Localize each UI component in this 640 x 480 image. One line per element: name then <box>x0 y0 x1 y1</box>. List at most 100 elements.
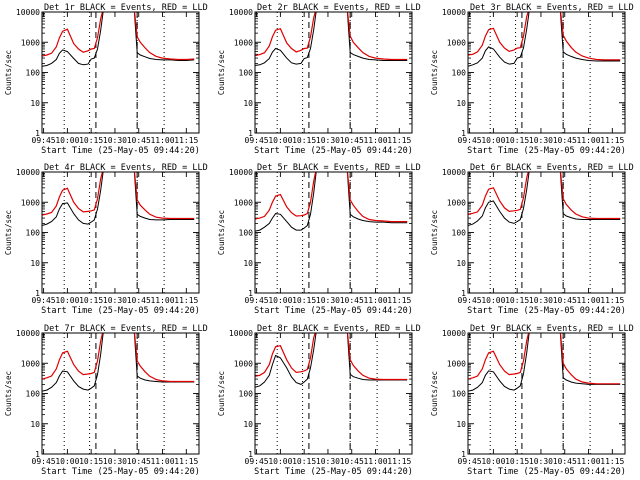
x-tick-label: 10:45 <box>553 136 577 145</box>
x-tick-label: 11:15 <box>387 457 411 466</box>
lld-series-line <box>255 333 408 381</box>
x-tick-label: 10:45 <box>127 136 151 145</box>
events-series-line <box>255 172 408 232</box>
y-tick-label: 1000 <box>21 198 40 207</box>
x-axis-label: Start Time (25-May-05 09:44:20) <box>254 306 413 316</box>
x-tick-label: 11:00 <box>150 457 174 466</box>
y-axis-label: Counts/sec <box>217 50 226 95</box>
x-tick-label: 10:45 <box>340 457 364 466</box>
x-tick-label: 11:15 <box>174 457 198 466</box>
x-tick-label: 10:15 <box>292 296 316 305</box>
plot-frame <box>254 332 413 455</box>
x-tick-label: 10:30 <box>529 296 553 305</box>
plot-frame <box>41 11 200 134</box>
x-tick-label: 10:30 <box>529 457 553 466</box>
panel-title: Det 3r BLACK = Events, RED = LLD <box>470 3 634 13</box>
x-tick-label: 10:45 <box>340 296 364 305</box>
x-axis-label: Start Time (25-May-05 09:44:20) <box>41 146 200 156</box>
y-tick-label: 100 <box>239 390 254 399</box>
x-tick-label: 10:15 <box>79 296 103 305</box>
plot-frame <box>254 11 413 134</box>
y-tick-label: 100 <box>452 390 467 399</box>
y-tick-label: 1000 <box>234 198 253 207</box>
x-tick-label: 10:00 <box>55 136 79 145</box>
x-tick-label: 11:00 <box>363 457 387 466</box>
y-tick-label: 1000 <box>234 38 253 47</box>
y-tick-label: 10000 <box>16 8 40 17</box>
y-tick-label: 1 <box>461 450 466 459</box>
lld-series-line <box>468 333 621 385</box>
plot-frame <box>467 171 626 294</box>
y-tick-label: 1 <box>35 450 40 459</box>
detector-panel: Det 6r BLACK = Events, RED = LLD 1 10 100 10… <box>430 163 634 316</box>
x-tick-label: 10:15 <box>505 457 529 466</box>
detector-panel: Det 7r BLACK = Events, RED = LLD 1 10 100 10… <box>4 324 208 477</box>
x-tick-label: 11:00 <box>363 296 387 305</box>
events-series-line <box>468 172 621 226</box>
plot-frame <box>41 332 200 455</box>
x-tick-label: 10:30 <box>103 296 127 305</box>
x-tick-label: 09:45 <box>32 136 56 145</box>
events-series-line <box>468 12 621 67</box>
detector-panel: Det 4r BLACK = Events, RED = LLD 1 10 100 10… <box>4 163 208 316</box>
x-tick-label: 10:00 <box>268 296 292 305</box>
x-tick-label: 09:45 <box>245 136 269 145</box>
x-tick-label: 10:45 <box>553 457 577 466</box>
detector-panel: Det 2r BLACK = Events, RED = LLD 1 10 100 10… <box>217 3 421 156</box>
events-series-line <box>468 333 621 392</box>
y-tick-label: 10 <box>456 420 466 429</box>
y-tick-label: 1000 <box>234 359 253 368</box>
plot-frame <box>254 171 413 294</box>
y-tick-label: 10 <box>30 99 40 108</box>
x-tick-label: 10:45 <box>340 136 364 145</box>
x-tick-label: 10:00 <box>268 457 292 466</box>
x-tick-label: 10:45 <box>127 296 151 305</box>
y-tick-label: 10000 <box>229 168 253 177</box>
y-tick-label: 1 <box>248 289 253 298</box>
x-tick-label: 10:00 <box>481 457 505 466</box>
x-tick-label: 11:00 <box>576 457 600 466</box>
x-tick-label: 11:00 <box>150 296 174 305</box>
x-tick-label: 09:45 <box>32 457 56 466</box>
y-tick-label: 10 <box>243 420 253 429</box>
x-tick-label: 11:00 <box>576 296 600 305</box>
panel-title: Det 5r BLACK = Events, RED = LLD <box>257 163 421 173</box>
events-series-line <box>255 333 408 388</box>
x-tick-label: 10:00 <box>481 296 505 305</box>
y-tick-label: 10 <box>30 420 40 429</box>
y-tick-label: 100 <box>239 229 254 238</box>
y-axis-label: Counts/sec <box>4 371 13 416</box>
events-series-line <box>42 12 195 67</box>
y-axis-label: Counts/sec <box>217 210 226 255</box>
x-tick-label: 10:30 <box>103 457 127 466</box>
y-axis-label: Counts/sec <box>430 50 439 95</box>
y-tick-label: 10 <box>30 259 40 268</box>
lld-series-line <box>42 12 195 61</box>
x-tick-label: 10:30 <box>316 457 340 466</box>
x-tick-label: 10:30 <box>316 296 340 305</box>
lld-series-line <box>255 12 408 61</box>
x-tick-label: 11:15 <box>174 136 198 145</box>
x-tick-label: 10:45 <box>127 457 151 466</box>
y-tick-label: 1 <box>461 129 466 138</box>
x-tick-label: 11:00 <box>363 136 387 145</box>
x-tick-label: 11:15 <box>600 457 624 466</box>
y-tick-label: 10 <box>243 259 253 268</box>
events-series-line <box>255 12 408 66</box>
x-tick-label: 11:15 <box>387 296 411 305</box>
lld-series-line <box>255 172 408 223</box>
x-tick-label: 10:15 <box>292 136 316 145</box>
x-axis-label: Start Time (25-May-05 09:44:20) <box>467 146 626 156</box>
x-tick-label: 11:15 <box>174 296 198 305</box>
y-tick-label: 1 <box>35 289 40 298</box>
panel-title: Det 6r BLACK = Events, RED = LLD <box>470 163 634 173</box>
panel-title: Det 9r BLACK = Events, RED = LLD <box>470 324 634 334</box>
y-tick-label: 1 <box>248 450 253 459</box>
events-series-line <box>42 333 195 392</box>
x-tick-label: 10:00 <box>55 296 79 305</box>
x-tick-label: 11:15 <box>600 296 624 305</box>
x-tick-label: 09:45 <box>32 296 56 305</box>
y-tick-label: 1000 <box>21 38 40 47</box>
plot-frame <box>467 332 626 455</box>
x-tick-label: 10:30 <box>316 136 340 145</box>
